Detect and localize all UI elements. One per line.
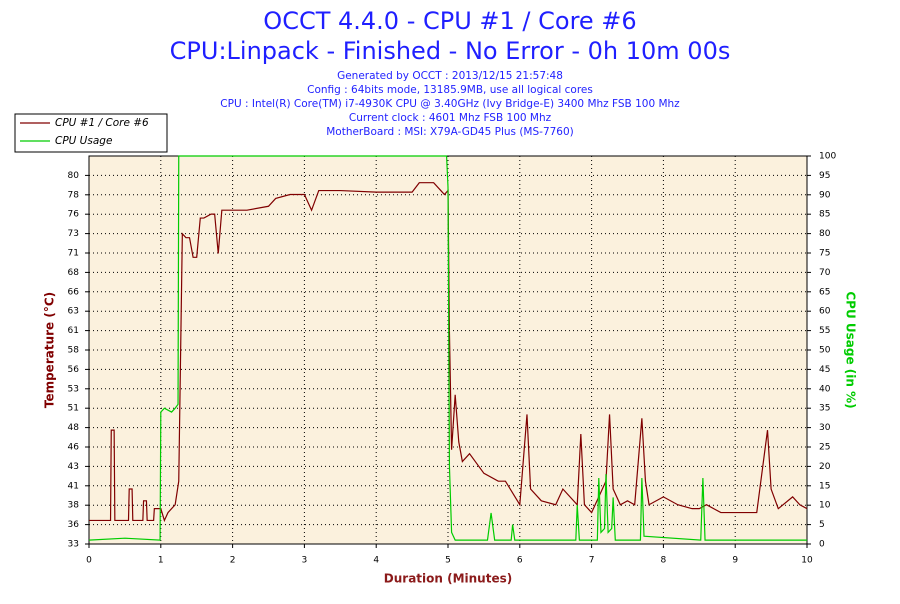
- legend-label: CPU Usage: [55, 135, 112, 147]
- x-tick-label: 6: [517, 556, 523, 566]
- y-tick-label: 51: [68, 404, 79, 414]
- y-tick-label: 66: [68, 287, 80, 297]
- y-tick-label: 80: [68, 171, 80, 181]
- y2-tick-label: 85: [819, 210, 830, 220]
- y2-tick-label: 55: [819, 326, 830, 336]
- info-line: Current clock : 4601 Mhz FSB 100 Mhz: [349, 112, 552, 124]
- y2-tick-label: 40: [819, 384, 831, 394]
- y2-tick-label: 70: [819, 268, 831, 278]
- x-tick-label: 1: [158, 556, 164, 566]
- y2-tick-label: 100: [819, 152, 836, 162]
- info-line: CPU : Intel(R) Core(TM) i7-4930K CPU @ 3…: [220, 98, 680, 110]
- plot-frame: [88, 155, 808, 545]
- y2-tick-label: 0: [819, 540, 825, 550]
- x-tick-label: 9: [732, 556, 738, 566]
- y2-tick-label: 95: [819, 171, 830, 181]
- y2-tick-label: 50: [819, 346, 831, 356]
- x-axis-title: Duration (Minutes): [384, 572, 512, 586]
- y-tick-label: 71: [68, 249, 79, 259]
- y-tick-label: 43: [68, 462, 79, 472]
- y2-tick-label: 5: [819, 520, 825, 530]
- x-tick-label: 3: [302, 556, 308, 566]
- y2-tick-label: 10: [819, 501, 831, 511]
- y-tick-label: 68: [68, 268, 80, 278]
- data-line: [88, 155, 807, 541]
- y-tick-label: 58: [68, 346, 80, 356]
- legend-label: CPU #1 / Core #6: [55, 117, 149, 129]
- y-tick-label: 46: [68, 443, 80, 453]
- y-tick-label: 36: [68, 520, 80, 530]
- y-tick-label: 63: [68, 307, 79, 317]
- y2-tick-label: 15: [819, 481, 830, 491]
- y2-tick-label: 65: [819, 287, 830, 297]
- x-tick-label: 2: [230, 556, 236, 566]
- info-line: MotherBoard : MSI: X79A-GD45 Plus (MS-77…: [326, 126, 574, 138]
- x-tick-label: 5: [445, 556, 451, 566]
- x-tick-label: 7: [589, 556, 595, 566]
- x-tick-label: 8: [661, 556, 667, 566]
- y2-tick-label: 80: [819, 229, 831, 239]
- y-tick-label: 76: [68, 210, 80, 220]
- y-tick-label: 33: [68, 540, 79, 550]
- y-tick-label: 53: [68, 384, 79, 394]
- y2-tick-label: 35: [819, 404, 830, 414]
- y2-tick-label: 25: [819, 443, 830, 453]
- y2-tick-label: 75: [819, 249, 830, 259]
- chart-title: OCCT 4.4.0 - CPU #1 / Core #6: [263, 7, 636, 35]
- y2-tick-label: 30: [819, 423, 831, 433]
- y-tick-label: 56: [68, 365, 80, 375]
- info-line: Config : 64bits mode, 13185.9MB, use all…: [307, 84, 593, 96]
- info-line: Generated by OCCT : 2013/12/15 21:57:48: [337, 70, 563, 82]
- y-tick-label: 61: [68, 326, 79, 336]
- y2-axis-title: CPU Usage (in %): [844, 291, 858, 408]
- x-tick-label: 0: [86, 556, 92, 566]
- y2-tick-label: 45: [819, 365, 830, 375]
- legend-box: [14, 113, 168, 153]
- y-tick-label: 38: [68, 501, 80, 511]
- y-tick-label: 78: [68, 190, 80, 200]
- y2-tick-label: 60: [819, 307, 831, 317]
- y-axis-title: Temperature (°C): [43, 292, 57, 408]
- y2-tick-label: 90: [819, 190, 831, 200]
- x-tick-label: 10: [801, 556, 813, 566]
- y-tick-label: 41: [68, 481, 79, 491]
- y2-tick-label: 20: [819, 462, 831, 472]
- chart-subtitle: CPU:Linpack - Finished - No Error - 0h 1…: [170, 37, 731, 65]
- y-tick-label: 73: [68, 229, 79, 239]
- x-tick-label: 4: [373, 556, 379, 566]
- y-tick-label: 48: [68, 423, 80, 433]
